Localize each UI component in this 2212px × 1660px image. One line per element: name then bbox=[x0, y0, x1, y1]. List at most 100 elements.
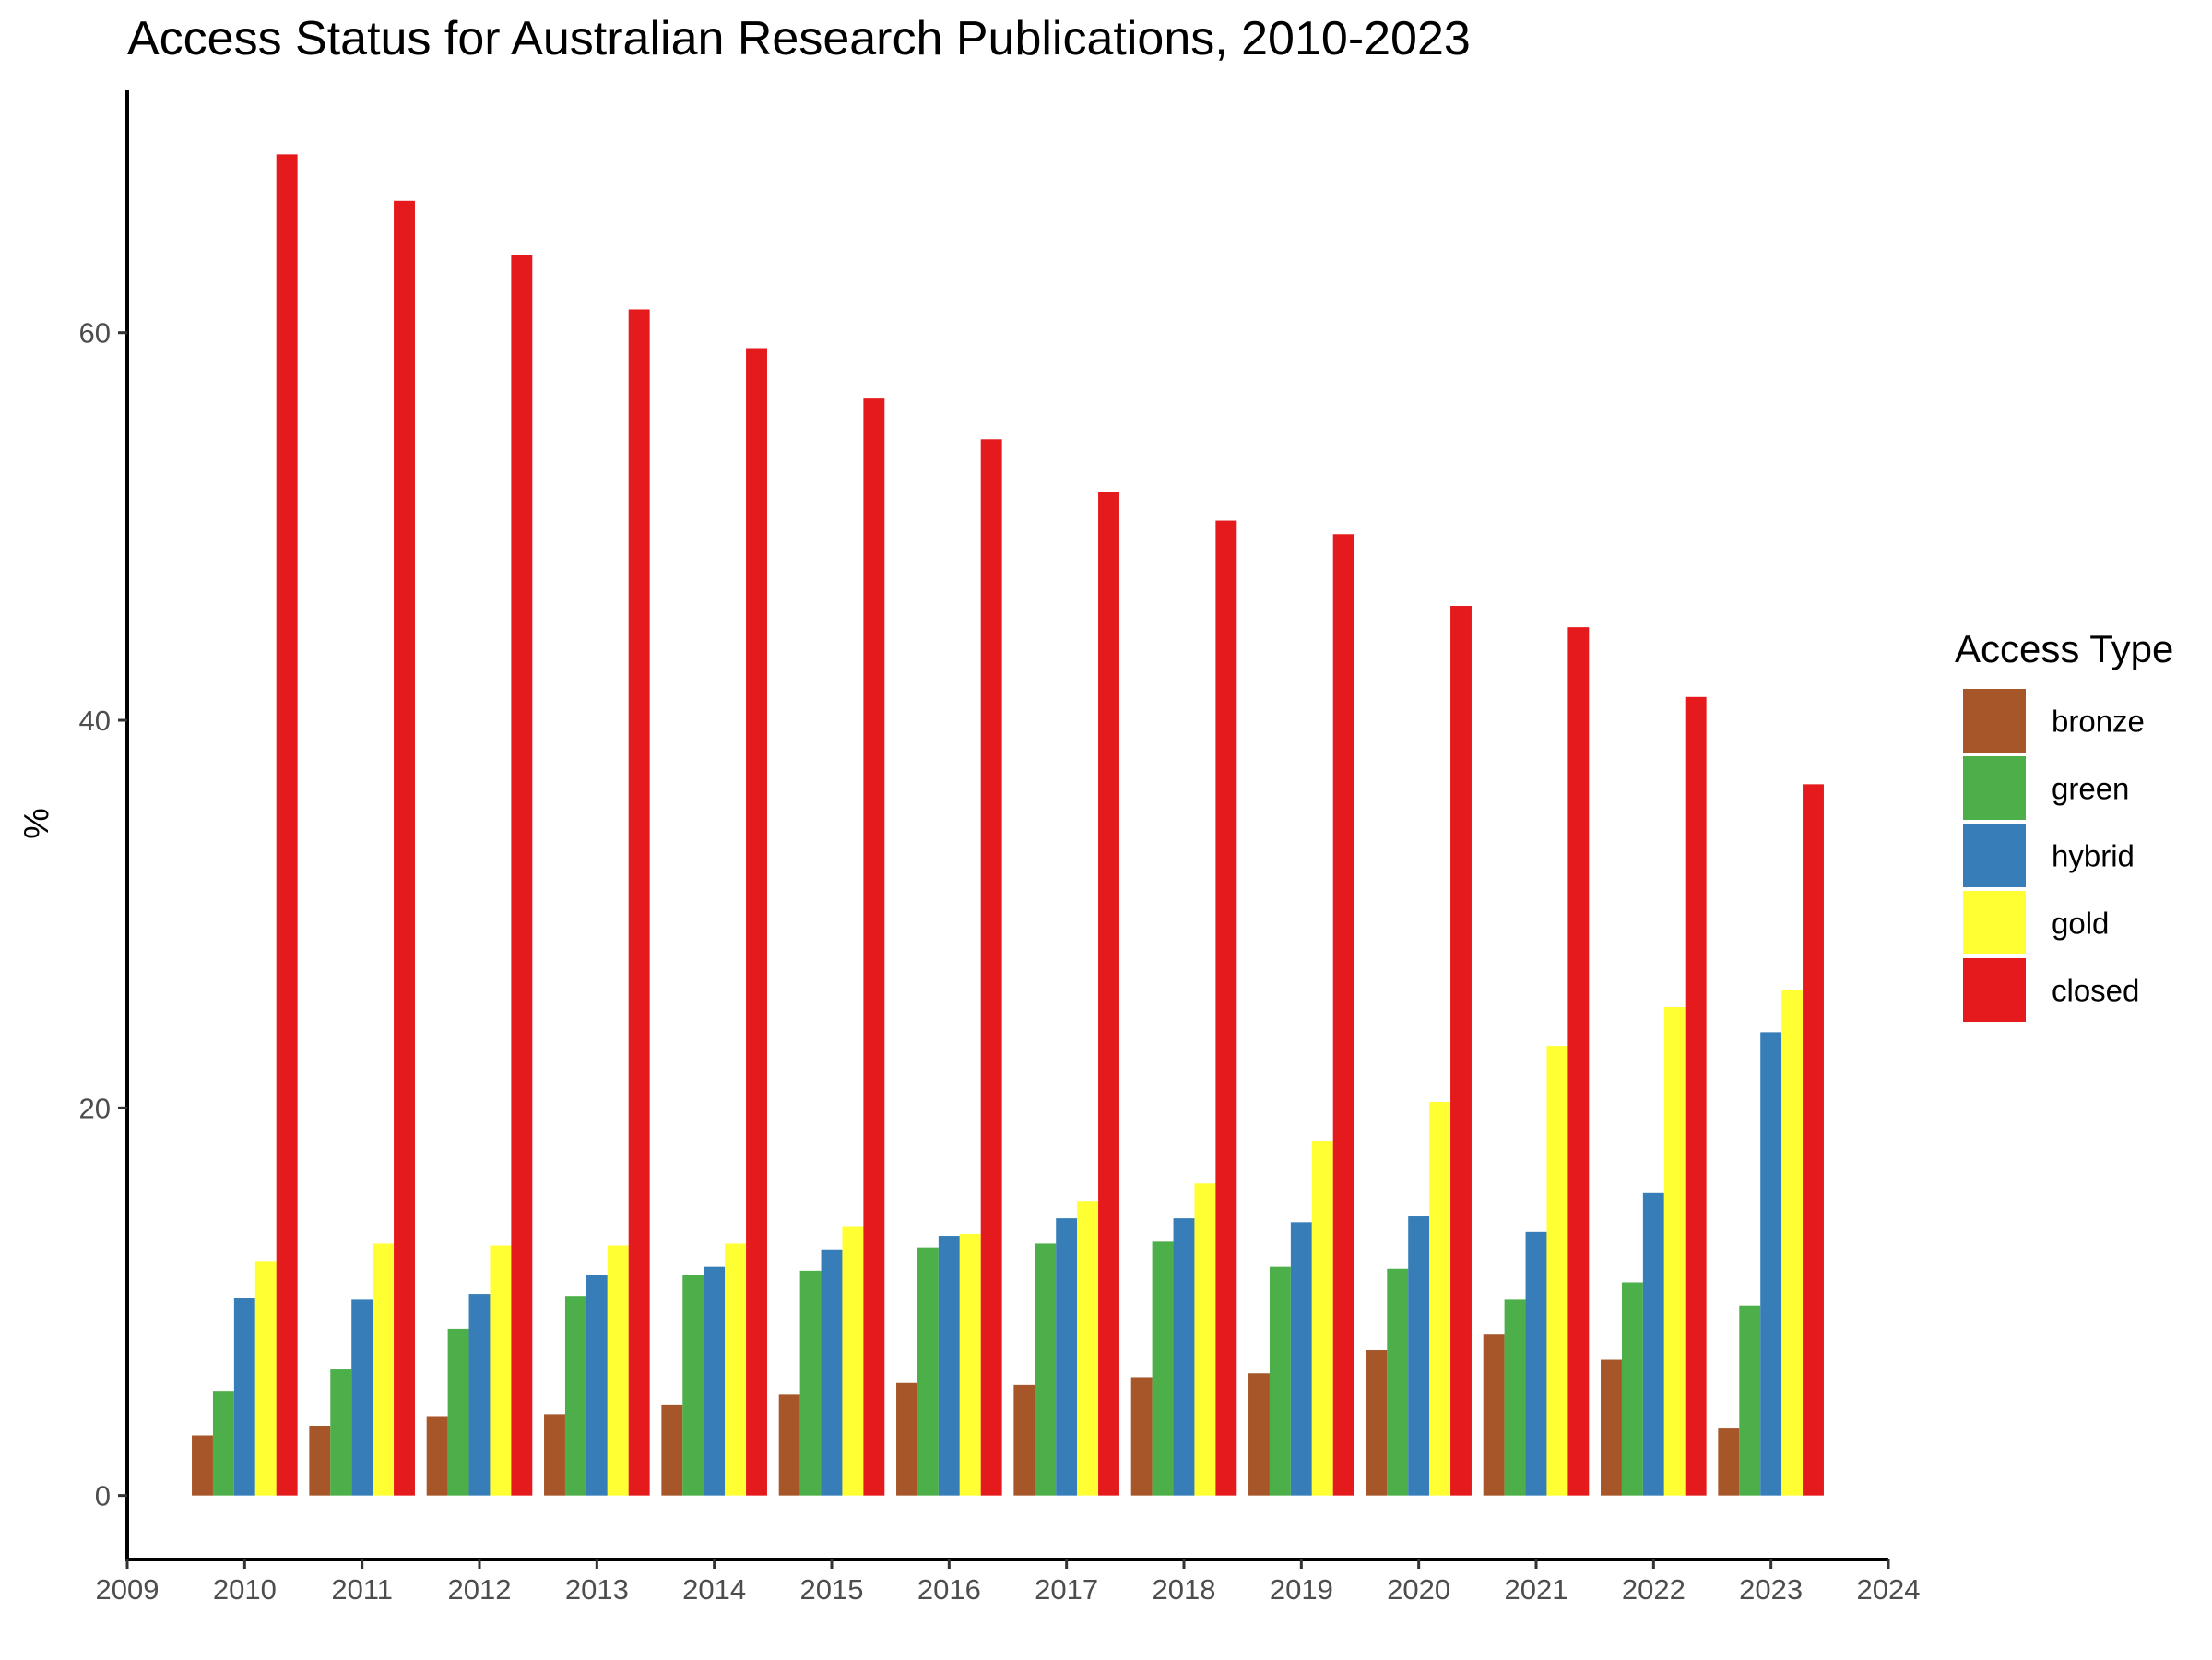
bar-hybrid-2015 bbox=[821, 1249, 843, 1496]
bar-bronze-2013 bbox=[544, 1414, 565, 1496]
x-tick-label: 2022 bbox=[1622, 1573, 1686, 1606]
x-tick-label: 2017 bbox=[1035, 1573, 1098, 1606]
legend-label-closed: closed bbox=[2052, 974, 2139, 1008]
bar-gold-2023 bbox=[1781, 990, 1804, 1496]
bar-closed-2012 bbox=[511, 255, 533, 1496]
legend-label-gold: gold bbox=[2052, 907, 2109, 941]
bar-green-2019 bbox=[1269, 1266, 1291, 1496]
bar-closed-2010 bbox=[276, 154, 298, 1496]
x-tick-label: 2013 bbox=[565, 1573, 629, 1606]
bar-gold-2014 bbox=[725, 1243, 747, 1496]
legend-label-bronze: bronze bbox=[2052, 705, 2145, 739]
bar-closed-2014 bbox=[746, 348, 767, 1496]
bar-green-2016 bbox=[917, 1247, 939, 1496]
bar-bronze-2012 bbox=[426, 1416, 448, 1496]
bar-series-group bbox=[192, 154, 1824, 1496]
bar-closed-2011 bbox=[394, 200, 415, 1496]
bar-closed-2023 bbox=[1803, 784, 1824, 1496]
bar-gold-2020 bbox=[1429, 1102, 1451, 1496]
bar-bronze-2010 bbox=[192, 1435, 213, 1496]
bar-hybrid-2011 bbox=[351, 1299, 373, 1496]
bar-closed-2018 bbox=[1215, 520, 1237, 1496]
bar-bronze-2017 bbox=[1013, 1384, 1035, 1496]
x-tick-label: 2023 bbox=[1739, 1573, 1803, 1606]
legend-label-hybrid: hybrid bbox=[2052, 839, 2135, 873]
x-tick-label: 2010 bbox=[213, 1573, 277, 1606]
bar-gold-2013 bbox=[607, 1245, 629, 1496]
bar-bronze-2016 bbox=[896, 1382, 917, 1496]
legend-key-bronze bbox=[1963, 689, 2026, 753]
bar-green-2020 bbox=[1387, 1268, 1409, 1496]
bar-green-2017 bbox=[1035, 1243, 1057, 1496]
legend-key-green bbox=[1963, 756, 2026, 820]
y-tick-label: 0 bbox=[95, 1480, 111, 1512]
bar-hybrid-2017 bbox=[1056, 1218, 1078, 1496]
x-tick-label: 2012 bbox=[448, 1573, 512, 1606]
bar-gold-2018 bbox=[1194, 1183, 1216, 1496]
y-tick-label: 60 bbox=[79, 317, 111, 350]
bar-green-2013 bbox=[564, 1296, 586, 1496]
legend-key-gold bbox=[1963, 891, 2026, 954]
bar-green-2012 bbox=[447, 1328, 469, 1496]
bar-hybrid-2016 bbox=[938, 1236, 960, 1496]
bar-gold-2010 bbox=[254, 1261, 277, 1496]
x-tick-label: 2019 bbox=[1270, 1573, 1333, 1606]
y-tick-label: 20 bbox=[79, 1092, 111, 1124]
bar-gold-2021 bbox=[1546, 1046, 1568, 1496]
bar-gold-2011 bbox=[373, 1243, 395, 1496]
y-tick-label: 40 bbox=[79, 705, 111, 737]
bar-closed-2020 bbox=[1450, 606, 1472, 1496]
bar-hybrid-2018 bbox=[1173, 1218, 1195, 1496]
bar-closed-2021 bbox=[1567, 627, 1590, 1496]
bar-gold-2016 bbox=[959, 1233, 981, 1496]
bar-gold-2012 bbox=[490, 1245, 512, 1496]
legend-key-hybrid bbox=[1963, 824, 2026, 887]
x-axis-ticks: 2009 2010 2011 2012 2013 2014 2015 2016 2017 2018… bbox=[96, 1559, 1920, 1606]
bar-hybrid-2013 bbox=[586, 1275, 608, 1496]
bar-closed-2015 bbox=[863, 398, 885, 1496]
x-tick-label: 2020 bbox=[1387, 1573, 1450, 1606]
bar-bronze-2015 bbox=[778, 1394, 800, 1496]
bar-hybrid-2021 bbox=[1525, 1231, 1547, 1496]
y-axis-ticks: 0 20 40 60 bbox=[79, 317, 127, 1512]
bar-closed-2019 bbox=[1332, 534, 1354, 1496]
bar-bronze-2021 bbox=[1483, 1334, 1505, 1496]
bar-closed-2013 bbox=[628, 309, 650, 1496]
bar-hybrid-2012 bbox=[468, 1294, 491, 1496]
legend-label-green: green bbox=[2052, 772, 2129, 806]
bar-hybrid-2014 bbox=[704, 1266, 726, 1496]
bar-bronze-2019 bbox=[1248, 1373, 1270, 1496]
x-tick-label: 2018 bbox=[1153, 1573, 1216, 1606]
bar-hybrid-2010 bbox=[233, 1298, 255, 1496]
x-tick-label: 2014 bbox=[682, 1573, 746, 1606]
bar-bronze-2018 bbox=[1130, 1377, 1153, 1496]
bar-green-2018 bbox=[1152, 1241, 1174, 1496]
bar-hybrid-2020 bbox=[1408, 1216, 1430, 1496]
x-tick-label: 2011 bbox=[331, 1573, 393, 1606]
legend-title: Access Type bbox=[1955, 627, 2173, 670]
bar-green-2011 bbox=[330, 1370, 352, 1496]
x-tick-label: 2016 bbox=[917, 1573, 981, 1606]
legend: Access Type bronze green hybrid gold closed bbox=[1955, 627, 2173, 1022]
bar-bronze-2020 bbox=[1366, 1350, 1388, 1496]
bar-green-2022 bbox=[1621, 1282, 1643, 1496]
bar-hybrid-2023 bbox=[1760, 1032, 1782, 1496]
bar-green-2015 bbox=[799, 1270, 822, 1496]
bar-gold-2017 bbox=[1077, 1201, 1099, 1496]
bar-green-2023 bbox=[1739, 1305, 1761, 1496]
bar-gold-2022 bbox=[1663, 1007, 1686, 1496]
bar-green-2021 bbox=[1504, 1299, 1526, 1496]
bar-hybrid-2022 bbox=[1642, 1192, 1664, 1496]
bar-gold-2015 bbox=[842, 1226, 864, 1496]
x-tick-label: 2015 bbox=[800, 1573, 864, 1606]
x-tick-label: 2021 bbox=[1505, 1573, 1568, 1606]
bar-closed-2017 bbox=[1098, 492, 1119, 1496]
x-tick-label: 2009 bbox=[96, 1573, 160, 1606]
bar-green-2014 bbox=[682, 1275, 704, 1496]
chart-title: Access Status for Australian Research Pu… bbox=[127, 12, 1471, 65]
bar-hybrid-2019 bbox=[1290, 1222, 1312, 1496]
legend-key-closed bbox=[1963, 958, 2026, 1022]
bar-bronze-2014 bbox=[661, 1404, 683, 1496]
y-axis-title: % bbox=[18, 808, 56, 839]
